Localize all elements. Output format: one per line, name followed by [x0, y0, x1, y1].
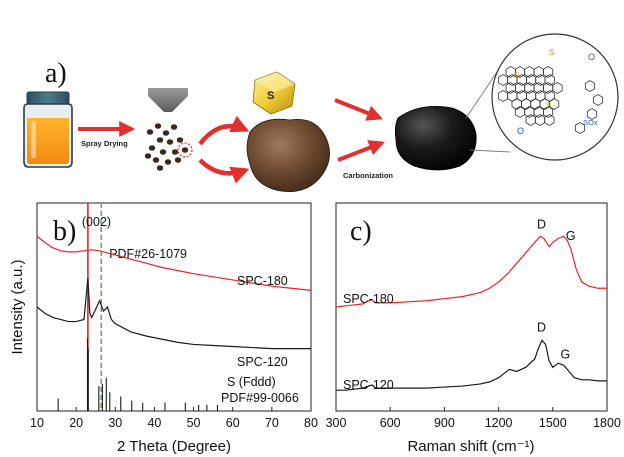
spray-nozzle-icon	[148, 88, 188, 112]
raman-series-label-spc180: SPC-180	[343, 292, 394, 306]
xrd-x-tick-label: 10	[30, 416, 44, 430]
raman-x-tick-label: 1200	[485, 416, 513, 430]
sulfur-crystal-icon: S	[252, 71, 296, 115]
curve-arrow-down-icon	[198, 158, 250, 184]
particle-icon	[170, 124, 178, 130]
carbon-ring-icon	[552, 82, 563, 94]
particle-icon	[146, 129, 154, 135]
particle-icon	[164, 159, 172, 165]
molecule-sox-label: SOx	[583, 118, 598, 127]
xrd-line-spc180	[36, 235, 312, 291]
molecular-structure-inset: S S S O O SOx	[491, 33, 619, 161]
molecule-o-label-1: O	[588, 52, 595, 62]
carbon-ring-icon	[549, 98, 560, 110]
zoom-line-top	[465, 65, 502, 119]
xrd-x-tick-label: 30	[108, 416, 122, 430]
raman-series	[335, 235, 607, 391]
xrd-x-tick-label: 40	[147, 416, 161, 430]
xrd-x-tick-label: 70	[265, 416, 279, 430]
particle-icon	[181, 147, 189, 153]
raman-line-spc120	[336, 339, 607, 391]
raman-line-spc180	[335, 235, 607, 308]
xrd-series	[36, 235, 312, 350]
xrd-x-tick-label: 50	[187, 416, 201, 430]
carbon-ring-icon	[586, 108, 598, 120]
particle-icon	[171, 149, 179, 155]
carbonized-product-icon	[394, 105, 477, 171]
raman-panel-letter: c)	[350, 216, 372, 247]
xrd-x-tick-label: 60	[226, 416, 240, 430]
carbon-ring-icon	[592, 94, 604, 106]
xrd-sticks-label-line1: S (Fddd)	[227, 375, 276, 389]
carbon-ring-icon	[543, 106, 554, 118]
particle-icon	[156, 137, 164, 143]
panel-b-xrd-chart: b) 10 20 30 40 50 60 70 80 (002) PDF#26-1079 SPC…	[9, 202, 318, 455]
raman-x-axis-title: Raman shift (cm⁻¹)	[407, 438, 534, 455]
xrd-x-axis-title: 2 Theta (Degree)	[117, 438, 231, 455]
panel-a-letter: a)	[45, 58, 67, 89]
sulfur-label: S	[267, 90, 274, 102]
carbon-ring-icon	[543, 66, 554, 78]
spray-drying-label: Spray Drying	[81, 139, 128, 148]
xrd-x-tick-label: 80	[304, 416, 318, 430]
particle-icon	[176, 137, 184, 143]
xrd-002-annotation: (002)	[82, 215, 111, 229]
panel-c-raman-chart: c) 300 600 900 1200 1500 1800 SPC-180 SPC-120…	[326, 202, 621, 455]
particle-icon	[159, 149, 167, 155]
particle-icon	[154, 123, 162, 129]
xrd-line-spc120	[36, 277, 311, 350]
particle-icon	[148, 145, 156, 151]
particles-icon	[144, 123, 189, 171]
carbon-ring-icon	[544, 74, 555, 86]
molecule-s-label-2: S	[514, 71, 519, 80]
raman-series-label-spc120: SPC-120	[343, 378, 394, 392]
raman-peak-label: G	[566, 229, 576, 243]
xrd-series-label-spc120: SPC-120	[237, 355, 288, 369]
raman-x-axis: 300 600 900 1200 1500 1800	[326, 407, 621, 430]
particle-icon	[166, 139, 174, 145]
molecule-s-label-3: S	[546, 101, 551, 110]
carbon-ring-icon	[584, 80, 596, 92]
xrd-reference-lines: (002) PDF#26-1079	[82, 203, 187, 411]
particle-icon	[152, 157, 160, 163]
raman-x-tick-label: 600	[380, 416, 401, 430]
xrd-reference-sticks	[57, 338, 218, 411]
precursor-jar-icon	[23, 91, 73, 168]
xrd-x-axis: 10 20 30 40 50 60 70 80	[30, 407, 318, 430]
xrd-pdf-annotation: PDF#26-1079	[109, 247, 187, 261]
raman-x-tick-label: 1800	[593, 416, 621, 430]
particle-icon	[156, 165, 164, 171]
raman-peak-label: D	[537, 320, 546, 334]
sulfur-polymer-composite-icon	[246, 118, 330, 193]
raman-x-tick-label: 900	[434, 416, 455, 430]
xrd-x-tick-label: 20	[69, 416, 83, 430]
carbonization-label: Carbonization	[343, 171, 393, 180]
xrd-panel-letter: b)	[53, 216, 76, 247]
xrd-series-label-spc180: SPC-180	[237, 274, 288, 288]
zoom-line-bottom	[469, 149, 511, 153]
particle-icon	[174, 157, 182, 163]
arrow-to-carbon-bottom-icon	[337, 140, 385, 162]
molecule-o-label-2: O	[517, 126, 524, 136]
raman-x-tick-label: 1500	[539, 416, 567, 430]
carbon-ring-icon	[574, 122, 586, 134]
curve-arrow-up-icon	[198, 115, 250, 146]
arrow-to-carbon-top-icon	[334, 98, 383, 121]
particle-icon	[144, 153, 152, 159]
carbon-ring-icon	[544, 114, 555, 126]
molecule-s-label-1: S	[549, 48, 554, 57]
xrd-y-axis-title: Intensity (a.u.)	[9, 259, 26, 354]
panel-a-schematic: a) Spray Drying S Carbonization	[23, 33, 619, 193]
raman-peak-label: G	[560, 347, 570, 361]
raman-peak-label: D	[537, 217, 546, 231]
raman-x-tick-label: 300	[326, 416, 347, 430]
selected-particle-ring	[177, 142, 193, 158]
particle-icon	[162, 130, 170, 136]
xrd-sticks-label-line2: PDF#99-0066	[221, 391, 299, 405]
